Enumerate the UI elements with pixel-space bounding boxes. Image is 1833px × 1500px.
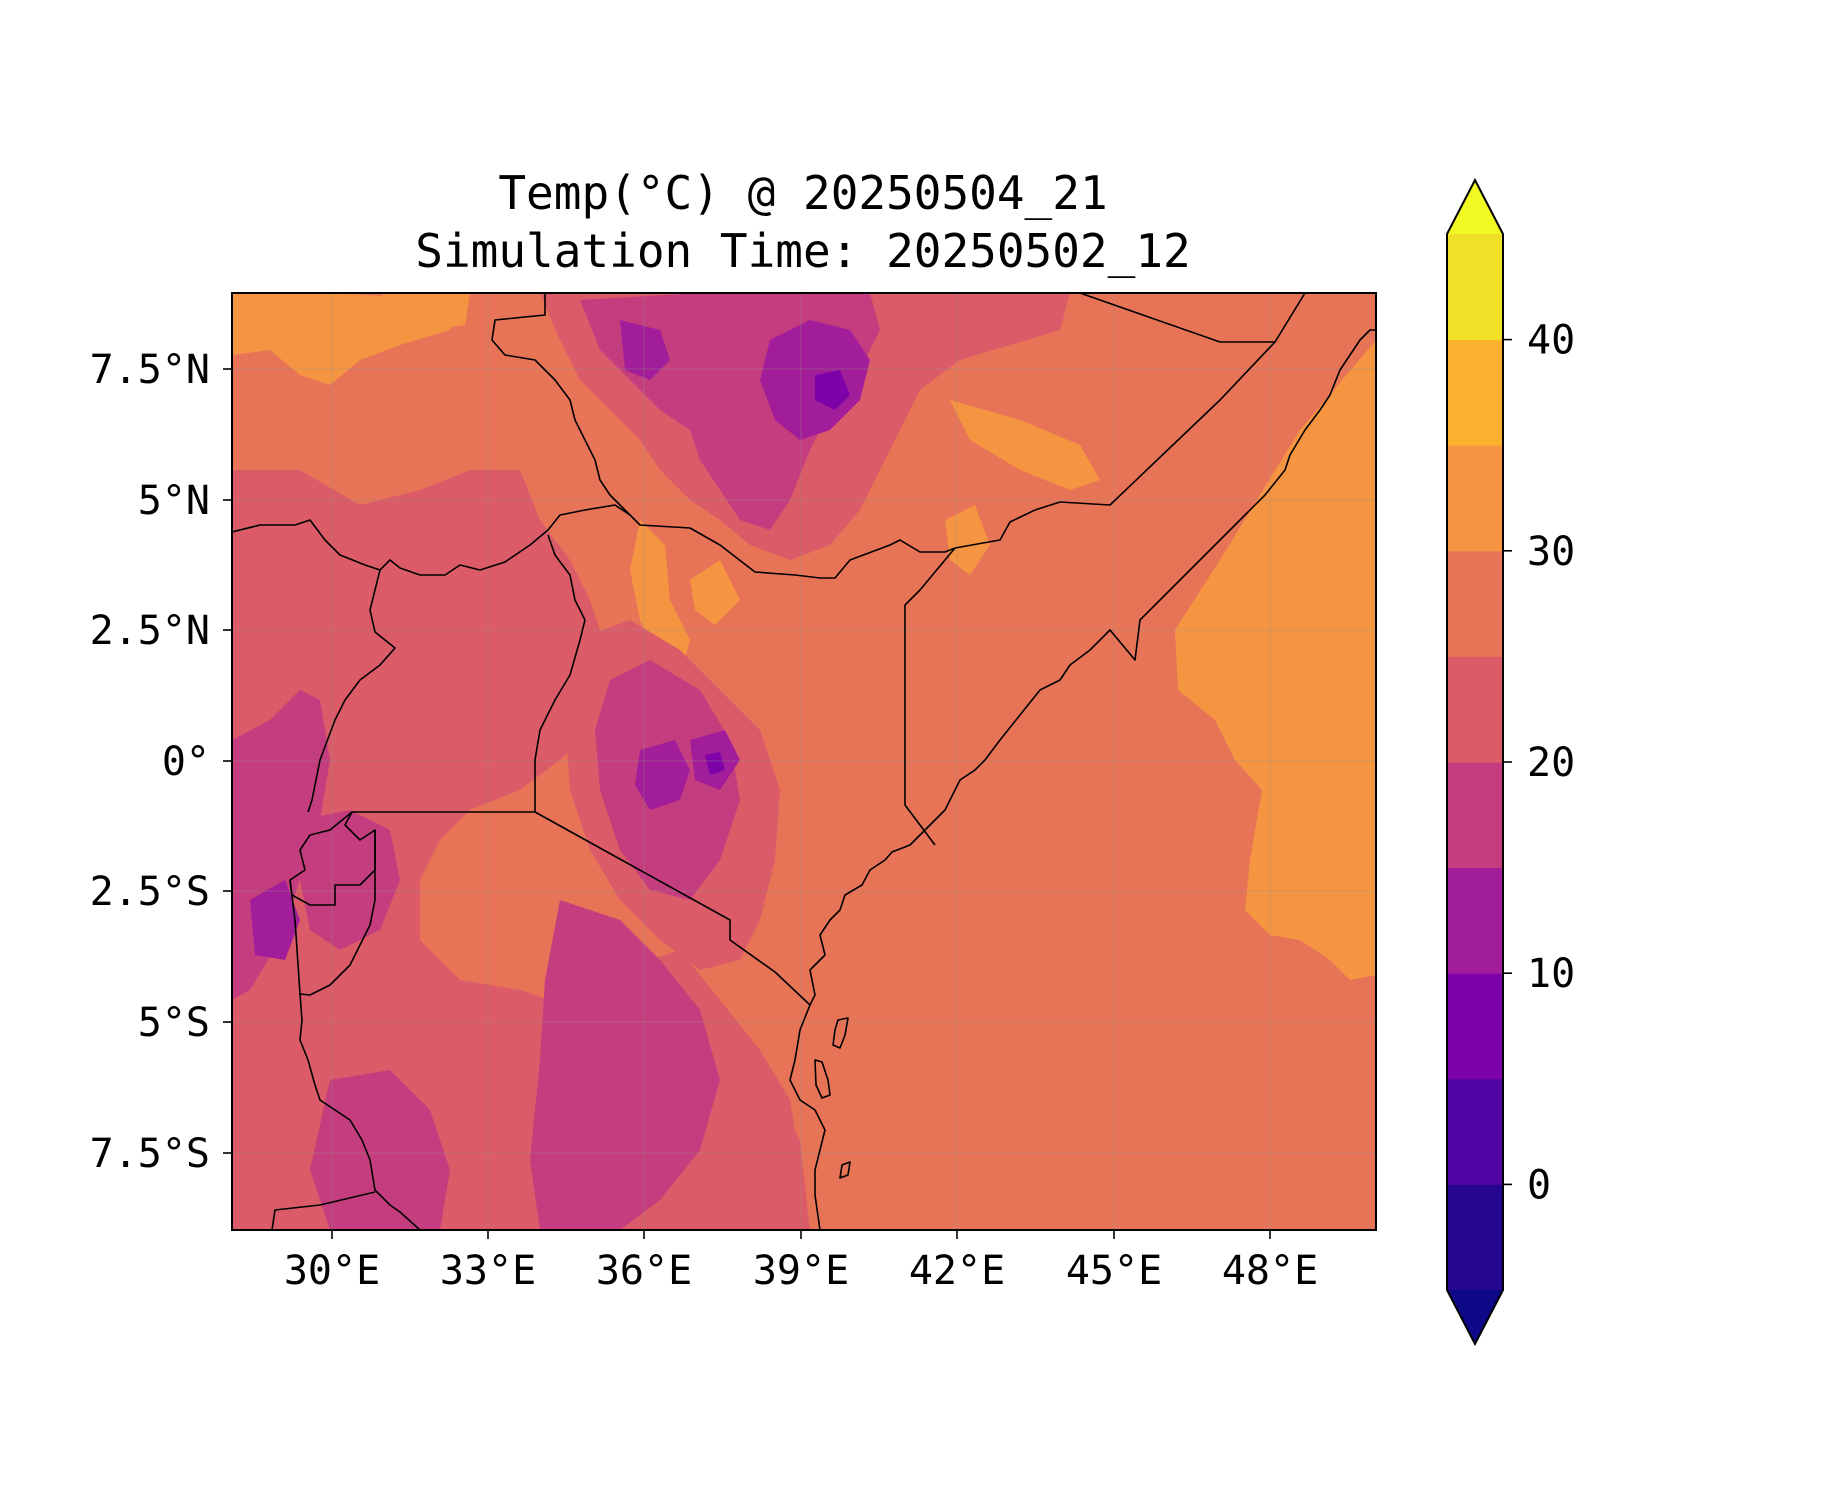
colorbar-tick-label: 0 — [1527, 1162, 1551, 1208]
colorbar-band — [1447, 867, 1503, 974]
border-somaliland — [1079, 293, 1275, 343]
colorbar-band — [1447, 339, 1503, 446]
warm-region-rift-north — [630, 520, 690, 675]
colorbar-band — [1447, 973, 1503, 1080]
colorbar-bands — [1447, 234, 1503, 1291]
cold-pocket-rwanda — [250, 880, 300, 960]
x-tick-label-30e: 30°E — [284, 1248, 380, 1294]
y-tick-label-7.5s: 7.5°S — [90, 1131, 210, 1177]
warm-region-northwest-2 — [380, 293, 470, 330]
colorbar-band — [1447, 445, 1503, 552]
x-tick-label-39e: 39°E — [753, 1248, 849, 1294]
border-ethiopia-somalia — [954, 293, 1306, 549]
border-ethiopia-kenya — [634, 519, 956, 579]
border-rwanda-burundi — [289, 811, 376, 906]
cool-region-tanzania-sw — [310, 1070, 450, 1230]
map-panel: 30°E 33°E 36°E 39°E 42°E 45°E 48°E 7.5°N… — [90, 292, 1377, 1294]
cool-region-tanzania — [530, 900, 720, 1230]
colorbar-tick-label: 40 — [1527, 318, 1575, 364]
graticule — [232, 293, 1376, 1230]
y-tick-marks — [223, 368, 232, 1154]
x-tick-label-33e: 33°E — [440, 1248, 536, 1294]
coldest-spot-kenya — [705, 752, 725, 775]
y-tick-label-2.5s: 2.5°S — [90, 869, 210, 915]
coastline-east-africa — [809, 329, 1376, 1006]
colorbar-band — [1447, 1184, 1503, 1291]
colorbar-ticks: 0 10 20 30 40 — [1503, 318, 1575, 1208]
border-kenya-tanzania — [534, 811, 811, 1006]
y-tick-label-0: 0° — [162, 739, 210, 785]
warm-region-east-kenya — [945, 505, 990, 575]
warm-region-northwest — [232, 293, 460, 385]
cold-pocket-kenya — [635, 740, 690, 810]
y-axis-labels: 7.5°N 5°N 2.5°N 0° 2.5°S 5°S 7.5°S — [90, 347, 210, 1177]
colorbar-band — [1447, 656, 1503, 763]
colorbar-outline — [1446, 177, 1504, 1347]
colorbar: 0 10 20 30 40 — [1446, 177, 1575, 1347]
y-tick-label-5s: 5°S — [138, 1000, 210, 1046]
colorbar-extend-over — [1447, 180, 1503, 234]
colorbar-band — [1447, 1078, 1503, 1185]
colorbar-tick-label: 30 — [1527, 529, 1575, 575]
y-tick-label-5n: 5°N — [138, 478, 210, 524]
border-kenya-somalia — [904, 547, 956, 846]
y-tick-label-7.5n: 7.5°N — [90, 347, 210, 393]
x-tick-label-45e: 45°E — [1066, 1248, 1162, 1294]
coastline-tanzania — [789, 1004, 826, 1230]
x-tick-label-42e: 42°E — [909, 1248, 1005, 1294]
island-mafia — [839, 1161, 851, 1179]
coldest-spot-ethiopia — [815, 370, 850, 410]
island-pemba — [832, 1017, 849, 1049]
warm-region-ocean — [1175, 340, 1376, 980]
x-tick-label-36e: 36°E — [596, 1248, 692, 1294]
colorbar-tick-label: 10 — [1527, 951, 1575, 997]
colorbar-tick-label: 20 — [1527, 740, 1575, 786]
island-zanzibar — [814, 1059, 831, 1099]
x-axis-labels: 30°E 33°E 36°E 39°E 42°E 45°E 48°E — [284, 1248, 1318, 1294]
border-burundi-tanzania — [299, 830, 376, 996]
title-line-1: Temp(°C) @ 20250504_21 — [498, 166, 1107, 220]
country-borders — [232, 293, 1376, 1230]
x-tick-marks — [331, 1230, 1271, 1239]
border-uganda-drc — [307, 569, 396, 813]
y-tick-label-2.5n: 2.5°N — [90, 608, 210, 654]
colorbar-band — [1447, 762, 1503, 869]
warm-region-rift-north-2 — [690, 560, 740, 625]
colorbar-band — [1447, 234, 1503, 341]
temperature-field — [232, 293, 1376, 1230]
cold-pocket-ethiopia-2 — [620, 320, 670, 380]
colorbar-band — [1447, 550, 1503, 657]
border-south-sudan-ethiopia — [491, 293, 636, 521]
title-line-2: Simulation Time: 20250502_12 — [415, 224, 1190, 278]
warm-region-ethiopia-east — [950, 400, 1100, 490]
colorbar-extend-under — [1447, 1290, 1503, 1344]
border-south-sudan-uganda — [232, 504, 631, 576]
x-tick-label-48e: 48°E — [1222, 1248, 1318, 1294]
border-uganda-kenya — [534, 534, 586, 812]
border-zambia-tanzania — [271, 1191, 376, 1230]
border-lake-tanganyika — [289, 879, 421, 1230]
